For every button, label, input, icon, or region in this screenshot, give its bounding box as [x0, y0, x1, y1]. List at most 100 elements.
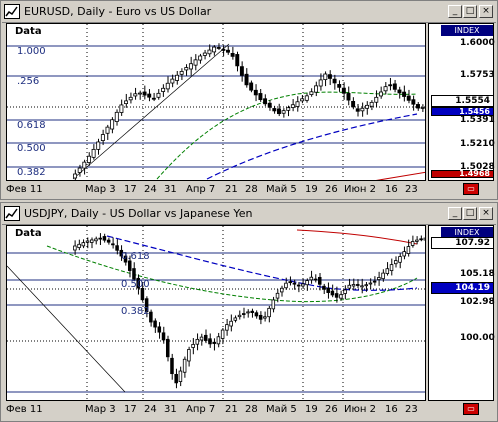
candle-up: [389, 264, 394, 272]
candle-down: [258, 314, 263, 320]
candle-up: [199, 336, 204, 341]
date-tick: Апр 7: [186, 184, 216, 195]
candle-down: [296, 284, 301, 287]
current-price-marker: 107.92: [431, 237, 494, 249]
maximize-button[interactable]: □: [463, 5, 477, 18]
candle-down: [230, 52, 235, 57]
date-tick: Фев 11: [6, 404, 43, 415]
candle-up: [202, 52, 207, 56]
candle-down: [239, 66, 244, 76]
date-tick: 24: [144, 404, 157, 415]
candle-down: [326, 287, 330, 293]
date-tick: Мар 3: [85, 184, 116, 195]
candle-up: [406, 246, 411, 254]
minimize-button[interactable]: _: [448, 5, 462, 18]
close-button[interactable]: ×: [479, 5, 493, 18]
fib-level-label: 0.382: [121, 306, 150, 317]
candle-up: [281, 110, 286, 114]
current-price-marker: 1.5554: [431, 95, 494, 107]
candle-up: [381, 272, 385, 280]
candle-down: [132, 268, 136, 280]
candle-up: [385, 268, 390, 274]
candle-down: [144, 298, 149, 312]
volume-toggle-button[interactable]: ▭: [463, 403, 479, 415]
date-tick: Май 5: [266, 184, 297, 195]
candle-up: [393, 260, 398, 265]
minimize-button[interactable]: _: [448, 207, 462, 220]
candle-down: [392, 83, 397, 90]
candle-down: [288, 281, 292, 284]
usdjpy-price-chart[interactable]: Data 0.618 0.500 0.382: [6, 225, 426, 401]
candle-up: [237, 314, 242, 318]
eurusd-chart-window[interactable]: EURUSD, Daily - Euro vs US Dollar _ □ × …: [0, 0, 498, 200]
candle-up: [124, 100, 129, 105]
candle-up: [364, 284, 368, 287]
candle-up: [182, 358, 187, 373]
candle-down: [411, 99, 416, 105]
candle-up: [119, 104, 124, 113]
candle-down: [98, 237, 102, 240]
moving-average-line: [106, 235, 418, 291]
candle-down: [208, 338, 212, 345]
usdjpy-price-axis: [428, 225, 494, 401]
ma-price-value: 104.19: [455, 283, 490, 293]
candle-up: [91, 148, 96, 158]
candle-down: [267, 102, 272, 108]
candle-up: [309, 91, 314, 95]
date-tick: Июн 2: [344, 404, 376, 415]
eurusd-window-title: EURUSD, Daily - Euro vs US Dollar: [24, 5, 212, 18]
candle-up: [161, 87, 166, 92]
candle-up: [156, 92, 161, 98]
candle-up: [73, 173, 78, 179]
date-tick: Фев 11: [6, 184, 43, 195]
candle-up: [207, 49, 212, 55]
candle-up: [279, 287, 284, 293]
volume-toggle-button[interactable]: ▭: [463, 183, 479, 195]
candle-up: [184, 67, 189, 71]
candle-up: [94, 238, 98, 242]
candle-up: [368, 282, 373, 285]
candle-up: [323, 73, 328, 81]
candle-up: [105, 126, 110, 134]
candle-up: [187, 349, 191, 362]
maximize-button[interactable]: □: [463, 207, 477, 220]
close-button[interactable]: ×: [479, 207, 493, 220]
candle-up: [81, 242, 86, 247]
candle-down: [174, 373, 178, 384]
moving-average-line: [46, 245, 418, 303]
candle-down: [402, 91, 407, 97]
candle-down: [388, 84, 393, 87]
eurusd-titlebar[interactable]: EURUSD, Daily - Euro vs US Dollar _ □ ×: [2, 2, 496, 23]
candle-down: [253, 89, 258, 96]
index-button[interactable]: INDEX: [441, 25, 493, 36]
fib-level-label: 0.382: [17, 167, 46, 178]
candle-up: [178, 370, 183, 383]
candle-up: [110, 119, 115, 130]
data-label: Data: [14, 228, 43, 239]
usdjpy-date-axis: Фев 11 Мар 3 17 24 31 Апр 7 21 28 Май 5 …: [6, 403, 426, 417]
candle-down: [341, 87, 346, 94]
trend-line: [375, 171, 425, 180]
moving-average-line: [296, 229, 418, 245]
date-tick: 23: [405, 184, 418, 195]
candle-down: [397, 89, 402, 94]
fib-level-label: 0.618: [121, 251, 150, 262]
candle-up: [263, 316, 267, 319]
candle-up: [246, 311, 250, 314]
candle-up: [100, 134, 105, 141]
current-price-value: 1.5554: [455, 96, 490, 106]
usdjpy-titlebar[interactable]: USDJPY, Daily - US Dollar vs Japanese Ye…: [2, 204, 496, 225]
candle-up: [195, 338, 200, 345]
candle-up: [137, 92, 142, 95]
usdjpy-chart-window[interactable]: USDJPY, Daily - US Dollar vs Japanese Ye…: [0, 202, 498, 422]
date-tick: 28: [245, 404, 258, 415]
candle-up: [347, 284, 352, 289]
candle-up: [284, 282, 288, 289]
candle-up: [188, 63, 193, 70]
candle-down: [351, 100, 356, 108]
trend-line: [72, 43, 230, 180]
fib-level-label: 1.000: [17, 46, 46, 57]
candle-down: [334, 293, 339, 298]
eurusd-price-chart[interactable]: Data 1.000 .256 0.618 0.500 0.382: [6, 23, 426, 181]
index-button[interactable]: INDEX: [441, 227, 493, 238]
